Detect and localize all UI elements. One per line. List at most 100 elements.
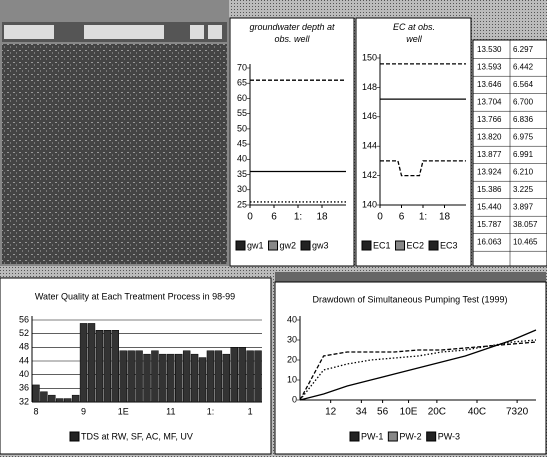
x-tick-label: 1: bbox=[294, 212, 302, 223]
screen: groundwater depth atobs. well25303540455… bbox=[0, 0, 547, 457]
bar bbox=[136, 351, 143, 402]
x-tick-label: 40C bbox=[468, 407, 486, 418]
x-tick-label: 34 bbox=[356, 407, 368, 418]
y-tick-label: 146 bbox=[362, 111, 377, 121]
legend-swatch bbox=[350, 432, 359, 441]
table-cell: 6.564 bbox=[513, 80, 534, 89]
y-tick-label: 32 bbox=[19, 396, 29, 406]
table-cell: 13.530 bbox=[477, 45, 502, 54]
bar bbox=[128, 351, 135, 402]
chart-title: Drawdown of Simultaneous Pumping Test (1… bbox=[313, 294, 508, 304]
x-tick-label: 20C bbox=[428, 407, 446, 418]
x-tick-label: 1 bbox=[248, 406, 253, 416]
y-tick-label: 142 bbox=[362, 170, 377, 180]
y-tick-label: 25 bbox=[237, 199, 247, 209]
x-tick-label: 1: bbox=[207, 406, 215, 416]
x-tick-label: 8 bbox=[33, 406, 38, 416]
x-tick-label: 18 bbox=[316, 212, 328, 223]
title-bar bbox=[275, 272, 546, 282]
y-tick-label: 148 bbox=[362, 82, 377, 92]
legend-swatch bbox=[429, 241, 438, 250]
bar bbox=[104, 330, 111, 402]
panel bbox=[275, 282, 546, 454]
y-tick-label: 40 bbox=[237, 154, 247, 164]
table-cell: 15.386 bbox=[477, 185, 502, 194]
y-tick-label: 60 bbox=[237, 93, 247, 103]
table-cell: 13.704 bbox=[477, 98, 502, 107]
y-tick-label: 56 bbox=[19, 314, 29, 324]
bar bbox=[231, 347, 238, 402]
toolbar-button[interactable] bbox=[208, 25, 222, 39]
legend-label: PW-1 bbox=[361, 431, 383, 441]
y-tick-label: 70 bbox=[237, 62, 247, 72]
photo bbox=[2, 44, 227, 264]
x-tick-label: 6 bbox=[271, 212, 277, 223]
toolbar-button[interactable] bbox=[190, 25, 204, 39]
x-tick-label: 9 bbox=[81, 406, 86, 416]
bar bbox=[33, 385, 40, 402]
x-tick-label: 12 bbox=[325, 407, 337, 418]
table-cell: 13.646 bbox=[477, 80, 502, 89]
table-cell: 6.210 bbox=[513, 168, 534, 177]
legend-swatch bbox=[396, 241, 405, 250]
x-tick-label: 0 bbox=[247, 212, 253, 223]
legend-swatch bbox=[236, 241, 245, 250]
bar bbox=[96, 330, 103, 402]
legend-label: gw2 bbox=[280, 240, 297, 250]
y-tick-label: 35 bbox=[237, 169, 247, 179]
bar bbox=[120, 351, 127, 402]
bar bbox=[215, 351, 222, 402]
table-cell: 3.897 bbox=[513, 203, 534, 212]
legend-label: TDS at RW, SF, AC, MF, UV bbox=[81, 431, 193, 441]
table-cell: 13.766 bbox=[477, 115, 502, 124]
y-tick-label: 65 bbox=[237, 78, 247, 88]
y-tick-label: 48 bbox=[19, 342, 29, 352]
legend-label: EC2 bbox=[407, 240, 425, 250]
legend-label: PW-3 bbox=[438, 431, 460, 441]
y-tick-label: 10 bbox=[287, 374, 297, 384]
table-cell: 13.877 bbox=[477, 150, 502, 159]
legend-label: gw3 bbox=[312, 240, 329, 250]
table-cell: 3.225 bbox=[513, 185, 534, 194]
legend-label: PW-2 bbox=[399, 431, 421, 441]
y-tick-label: 30 bbox=[237, 184, 247, 194]
legend-label: gw1 bbox=[247, 240, 264, 250]
image-window bbox=[0, 0, 229, 266]
x-tick-label: 0 bbox=[377, 212, 383, 223]
x-tick-label: 1: bbox=[419, 212, 427, 223]
table-cell: 15.787 bbox=[477, 220, 502, 229]
legend-swatch bbox=[388, 432, 397, 441]
x-tick-label: 10E bbox=[400, 407, 418, 418]
table-cell: 13.593 bbox=[477, 63, 502, 72]
toolbar-button[interactable] bbox=[84, 25, 164, 39]
panel bbox=[230, 18, 354, 266]
bar bbox=[223, 354, 230, 402]
bar bbox=[48, 395, 55, 402]
legend-swatch bbox=[362, 241, 371, 250]
table-cell: 13.924 bbox=[477, 168, 502, 177]
y-tick-label: 45 bbox=[237, 138, 247, 148]
y-tick-label: 55 bbox=[237, 108, 247, 118]
bar bbox=[199, 358, 206, 402]
bar bbox=[56, 399, 63, 402]
table-cell: 6.836 bbox=[513, 115, 534, 124]
bar bbox=[144, 354, 151, 402]
y-tick-label: 0 bbox=[292, 394, 297, 404]
bar bbox=[207, 351, 214, 402]
table-cell: 6.975 bbox=[513, 133, 534, 142]
bar bbox=[40, 392, 47, 402]
y-tick-label: 52 bbox=[19, 328, 29, 338]
toolbar-button[interactable] bbox=[4, 25, 54, 39]
bar bbox=[175, 354, 182, 402]
y-tick-label: 30 bbox=[287, 334, 297, 344]
y-tick-label: 140 bbox=[362, 199, 377, 209]
legend-swatch bbox=[427, 432, 436, 441]
y-tick-label: 40 bbox=[19, 369, 29, 379]
y-tick-label: 50 bbox=[237, 123, 247, 133]
bar bbox=[88, 323, 95, 402]
legend-swatch bbox=[269, 241, 278, 250]
table-cell: 6.442 bbox=[513, 63, 534, 72]
bar bbox=[255, 351, 262, 402]
table-cell: 6.991 bbox=[513, 150, 534, 159]
y-tick-label: 40 bbox=[287, 314, 297, 324]
